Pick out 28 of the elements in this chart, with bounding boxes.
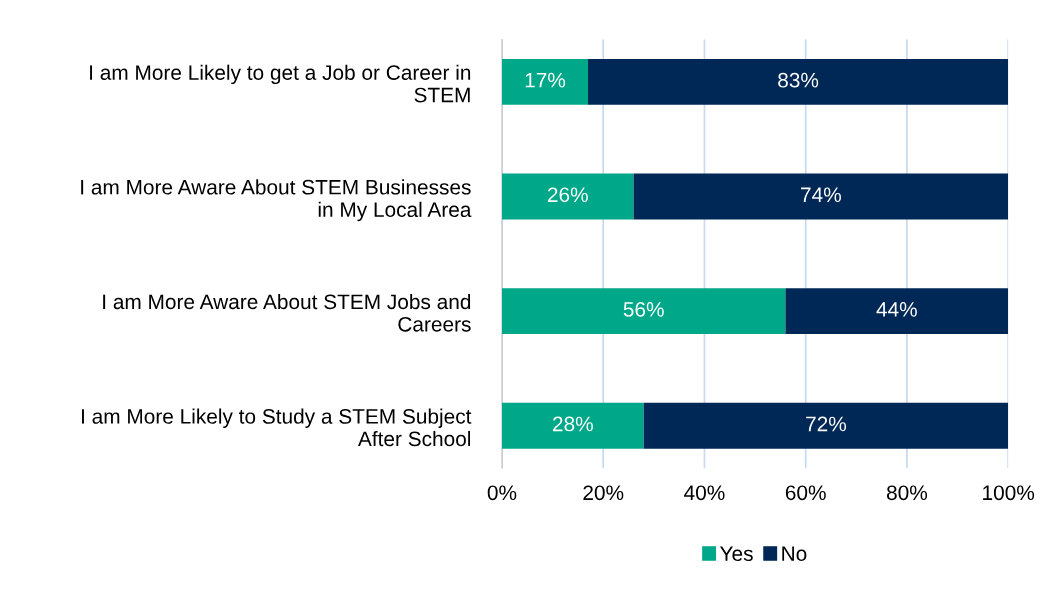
y-tick-label: I am More Aware About STEM Businesses in My Local Area — [81, 179, 472, 222]
data-label: 83% — [778, 72, 819, 88]
data-label: 28% — [553, 416, 593, 432]
data-label: 44% — [876, 302, 917, 317]
bar — [588, 59, 1009, 105]
bar — [501, 402, 644, 449]
bar — [785, 288, 1009, 335]
y-tick-label: I am More Likely to get a Job or Career in STEM — [90, 64, 471, 103]
bar — [501, 288, 786, 335]
legend-label: Yes — [720, 546, 753, 562]
data-label: 56% — [623, 301, 664, 317]
bar — [501, 173, 634, 220]
x-tick-label: 80% — [886, 485, 928, 501]
bar — [633, 173, 1009, 220]
bar — [643, 402, 1009, 449]
data-label: 72% — [806, 416, 847, 432]
y-tick-label: I am More Likely to Study a STEM Subject After School — [82, 408, 472, 447]
y-tick-label: I am More Aware About STEM Jobs and Careers — [103, 293, 471, 332]
data-label: 17% — [525, 72, 566, 88]
bar — [501, 59, 589, 105]
x-tick-label: 40% — [684, 485, 725, 501]
x-tick-label: 100% — [983, 485, 1035, 501]
legend-label: No — [782, 546, 807, 562]
x-tick-label: 20% — [583, 485, 624, 501]
x-tick-label: 0% — [487, 485, 517, 501]
data-label: 26% — [547, 187, 588, 203]
data-label: 74% — [801, 187, 841, 203]
x-tick-label: 60% — [785, 485, 826, 501]
